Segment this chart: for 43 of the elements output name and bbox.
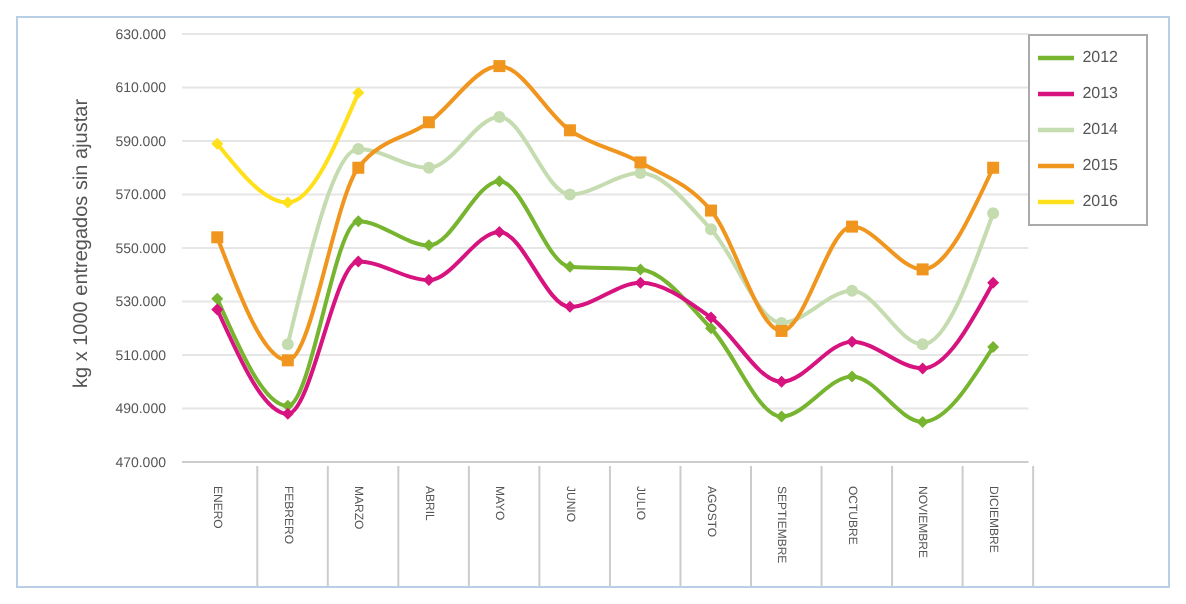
point xyxy=(563,188,576,201)
point xyxy=(493,175,506,188)
point xyxy=(352,161,365,174)
point xyxy=(281,338,294,351)
point xyxy=(211,292,224,305)
point xyxy=(916,362,929,375)
point xyxy=(987,276,1000,289)
legend-label: 2012 xyxy=(1082,48,1118,67)
point xyxy=(705,311,717,324)
point xyxy=(846,370,859,383)
point xyxy=(916,415,929,428)
legend-label: 2013 xyxy=(1082,84,1118,103)
point xyxy=(987,207,1000,220)
legend-label: 2016 xyxy=(1082,192,1118,211)
point xyxy=(352,143,365,156)
point xyxy=(634,167,647,180)
point xyxy=(705,322,717,335)
point xyxy=(563,124,576,137)
legend-label: 2015 xyxy=(1082,156,1118,175)
legend-label: 2014 xyxy=(1082,120,1118,139)
point xyxy=(281,354,294,367)
point xyxy=(705,204,717,217)
point xyxy=(211,231,224,244)
point xyxy=(916,338,929,351)
point xyxy=(493,225,506,238)
point xyxy=(211,137,224,150)
point xyxy=(493,60,506,73)
point xyxy=(846,284,859,297)
y-axis-title: kg x 1000 entregados sin ajustar xyxy=(71,97,94,388)
point xyxy=(493,110,506,123)
point xyxy=(352,86,365,99)
point xyxy=(563,300,576,313)
point xyxy=(775,324,788,337)
point xyxy=(846,220,859,233)
point xyxy=(634,156,647,169)
point xyxy=(916,263,929,276)
point xyxy=(422,116,435,129)
point xyxy=(563,260,576,273)
point xyxy=(987,340,1000,353)
point xyxy=(705,223,717,236)
point xyxy=(987,161,1000,174)
point xyxy=(211,303,224,316)
point xyxy=(422,161,435,174)
